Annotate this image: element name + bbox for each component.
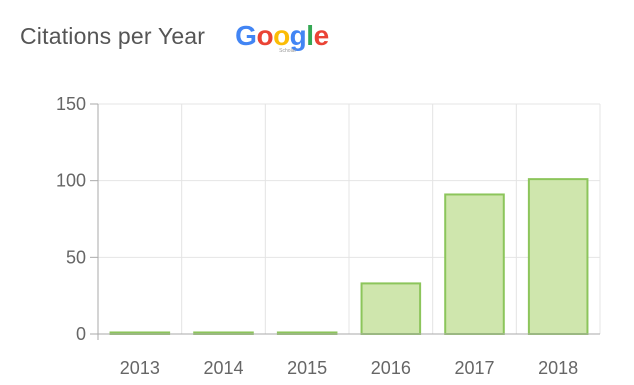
google-logo: Google Scholar <box>235 20 330 54</box>
bars <box>109 178 589 336</box>
x-tick-label: 2014 <box>203 358 243 378</box>
x-tick-label: 2015 <box>287 358 327 378</box>
y-tick-label: 0 <box>76 324 86 344</box>
y-axis-ticks: 0 50 100 150 <box>56 94 98 344</box>
logo-letter: e <box>313 20 330 51</box>
logo-letter: o <box>256 20 274 51</box>
logo-subtext: Scholar <box>279 48 297 54</box>
logo-letter: g <box>289 20 307 51</box>
y-tick-label: 150 <box>56 94 86 114</box>
x-axis-ticks: 2013 2014 2015 2016 2017 2018 <box>120 358 578 378</box>
bar <box>360 282 422 335</box>
bar <box>527 178 589 335</box>
logo-letter: G <box>235 20 257 51</box>
x-tick-label: 2016 <box>371 358 411 378</box>
chart-header: Citations per Year Google Scholar <box>20 16 329 56</box>
logo-letter: o <box>273 20 290 51</box>
axes <box>90 104 600 340</box>
chart-title: Citations per Year <box>20 22 206 49</box>
y-tick-label: 50 <box>66 247 86 267</box>
bar <box>444 193 505 335</box>
logo-wordmark: Google <box>235 20 330 51</box>
x-tick-label: 2013 <box>120 358 160 378</box>
grid-lines <box>98 103 601 334</box>
x-tick-label: 2017 <box>454 358 494 378</box>
y-tick-label: 100 <box>56 171 86 191</box>
logo-letter: l <box>306 20 314 51</box>
x-tick-label: 2018 <box>538 358 578 378</box>
